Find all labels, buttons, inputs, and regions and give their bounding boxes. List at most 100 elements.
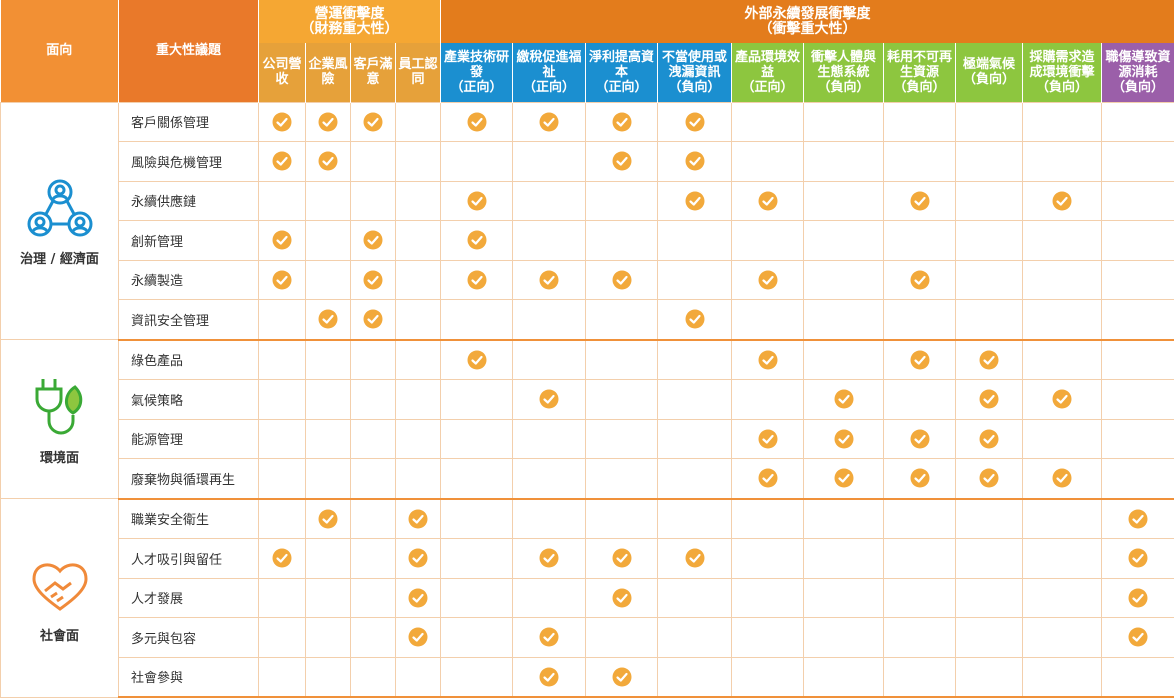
check-mark [758,350,777,370]
column-name: 產業技術研發 [443,49,509,80]
check-cell [258,180,306,221]
face-label: 治理 / 經濟面 [20,252,99,268]
check-mark [910,270,929,290]
column-header: 採購需求造成環境衝擊 （負向） [1022,43,1102,102]
check-cell [512,577,586,618]
check-cell [883,498,956,539]
check-mark [467,191,486,211]
check-cell [803,259,884,300]
column-name: 淨利提高資本 [588,49,654,80]
check-cell [440,339,513,380]
check-mark [363,112,383,132]
column-header: 繳稅促進福祉 （正向） [512,43,586,102]
check-mark [467,112,486,132]
topic-header: 重大性議題 [118,0,259,102]
topic-name: 綠色產品 [118,339,259,380]
column-direction: （負向） [817,79,870,95]
column-direction: （負向） [1112,79,1165,95]
check-cell [305,259,351,300]
column-header: 產品環境效益 （正向） [731,43,804,102]
check-cell [585,656,658,698]
check-cell [883,101,956,142]
check-cell [395,180,441,221]
check-cell [1022,458,1102,500]
check-mark [1128,509,1148,529]
check-mark [834,468,853,488]
check-mark [408,627,428,647]
check-cell [731,379,804,420]
topic-name: 永續供應鏈 [118,180,259,221]
check-cell [955,418,1023,459]
check-cell [657,458,732,500]
check-cell [657,538,732,579]
check-cell [803,339,884,380]
group-subtitle: （財務重大性） [300,20,399,37]
topic-name: 職業安全衛生 [118,498,259,539]
check-mark [979,350,999,370]
check-cell [955,498,1023,539]
check-cell [305,538,351,579]
check-cell [395,101,441,142]
check-cell [258,538,306,579]
check-cell [350,418,396,459]
check-cell [258,259,306,300]
check-cell [731,577,804,618]
column-header: 極端氣候 （負向） [955,43,1023,102]
topic-row: 治理 / 經濟面 客戶關係管理 [0,101,1174,340]
check-mark [539,112,559,132]
check-cell [657,220,732,261]
check-mark [612,548,631,568]
check-cell [395,418,441,459]
topic-name: 風險與危機管理 [118,141,259,182]
check-cell [440,220,513,261]
check-cell [731,101,804,142]
check-cell [1022,379,1102,420]
check-cell [350,299,396,341]
check-cell [955,458,1023,500]
check-cell [512,617,586,658]
column-header: 職傷導致資源消耗 （負向） [1101,43,1174,102]
check-cell [657,498,732,539]
check-mark [685,191,704,211]
check-cell [512,141,586,182]
check-cell [731,180,804,221]
check-cell [1100,656,1174,698]
check-mark [363,230,383,250]
check-cell [395,656,441,698]
check-cell [440,101,513,142]
check-cell [1022,299,1102,341]
check-cell [955,259,1023,300]
check-mark [467,270,486,290]
topic-name: 資訊安全管理 [118,299,259,341]
check-mark [539,548,559,568]
check-cell [955,101,1023,142]
check-cell [512,656,586,698]
check-mark [979,468,999,488]
check-cell [1100,458,1174,500]
check-cell [731,220,804,261]
check-mark [685,112,704,132]
check-cell [883,458,956,500]
topic-row: 創新管理 [1,220,1174,261]
face-label: 社會面 [39,629,79,645]
check-cell [657,656,732,698]
column-header: 衝擊人體與生態系統 （負向） [803,43,884,102]
check-cell [731,656,804,698]
check-mark [467,350,486,370]
check-mark [272,270,292,290]
check-cell [955,299,1023,341]
check-cell [803,538,884,579]
check-cell [258,379,306,420]
check-cell [657,101,732,142]
check-cell [731,339,804,380]
check-mark [318,509,338,529]
check-cell [955,220,1023,261]
check-mark [758,191,777,211]
check-cell [440,458,513,500]
check-mark [685,151,704,171]
column-name: 衝擊人體與生態系統 [810,49,876,80]
column-name: 職傷導致資源消耗 [1105,49,1171,80]
check-cell [883,339,956,380]
check-mark [1128,627,1148,647]
column-direction: （負向） [893,79,946,95]
